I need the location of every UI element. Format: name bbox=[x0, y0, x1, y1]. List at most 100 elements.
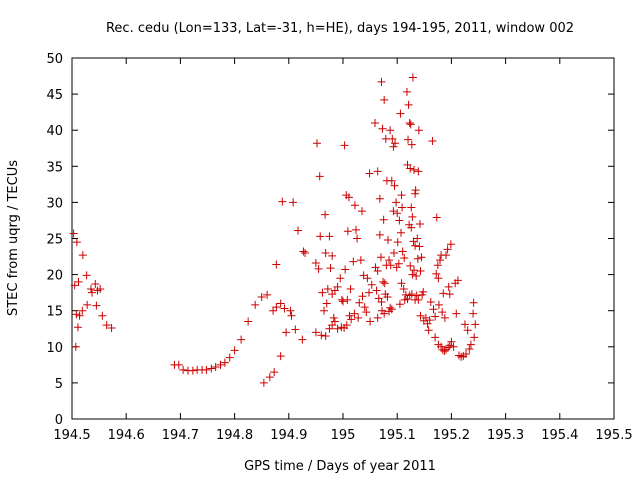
x-tick-label: 195 bbox=[331, 428, 356, 443]
data-point-marker bbox=[342, 321, 351, 330]
data-point-marker bbox=[463, 326, 472, 335]
data-point-marker bbox=[311, 259, 320, 268]
data-point-marker bbox=[460, 320, 469, 329]
data-point-marker bbox=[387, 305, 396, 314]
y-tick-label: 35 bbox=[46, 160, 63, 175]
data-point-marker bbox=[380, 309, 389, 318]
data-point-marker bbox=[393, 238, 402, 247]
data-point-marker bbox=[276, 352, 285, 361]
data-point-marker bbox=[202, 365, 211, 374]
data-point-marker bbox=[353, 234, 362, 243]
data-point-marker bbox=[179, 365, 188, 374]
data-point-marker bbox=[357, 207, 366, 216]
data-point-marker bbox=[389, 142, 398, 151]
data-point-marker bbox=[366, 317, 375, 326]
data-point-marker bbox=[328, 251, 337, 260]
data-point-marker bbox=[318, 288, 327, 297]
data-point-marker bbox=[370, 118, 379, 127]
data-point-marker bbox=[429, 305, 438, 314]
data-point-marker bbox=[387, 176, 396, 185]
data-point-marker bbox=[407, 140, 416, 149]
data-point-marker bbox=[441, 251, 450, 260]
x-tick-label: 194.7 bbox=[162, 428, 199, 443]
data-point-marker bbox=[78, 306, 87, 315]
data-point-marker bbox=[428, 137, 437, 146]
data-point-marker bbox=[341, 265, 350, 274]
data-point-marker bbox=[453, 276, 462, 285]
data-point-marker bbox=[447, 337, 456, 346]
data-point-marker bbox=[415, 220, 424, 229]
data-point-marker bbox=[317, 331, 326, 340]
data-point-marker bbox=[405, 291, 414, 300]
data-point-marker bbox=[311, 328, 320, 337]
data-point-marker bbox=[399, 285, 408, 294]
data-point-marker bbox=[70, 281, 79, 290]
data-point-marker bbox=[401, 290, 410, 299]
data-point-marker bbox=[315, 172, 324, 181]
data-point-marker bbox=[404, 135, 413, 144]
data-point-marker bbox=[321, 331, 330, 340]
data-point-marker bbox=[98, 311, 107, 320]
data-point-marker bbox=[410, 266, 419, 275]
data-point-marker bbox=[278, 197, 287, 206]
data-point-marker bbox=[462, 350, 471, 359]
data-point-marker bbox=[344, 193, 353, 202]
data-point-marker bbox=[91, 279, 100, 288]
data-point-marker bbox=[379, 277, 388, 286]
data-point-marker bbox=[78, 251, 87, 260]
data-point-marker bbox=[434, 274, 443, 283]
data-point-marker bbox=[434, 300, 443, 309]
data-point-marker bbox=[174, 360, 183, 369]
data-point-marker bbox=[225, 353, 234, 362]
data-point-marker bbox=[386, 303, 395, 312]
data-point-marker bbox=[383, 292, 392, 301]
data-point-marker bbox=[406, 120, 415, 129]
data-point-marker bbox=[299, 247, 308, 256]
data-point-marker bbox=[413, 254, 422, 263]
data-point-marker bbox=[346, 285, 355, 294]
data-point-marker bbox=[398, 247, 407, 256]
data-point-marker bbox=[325, 232, 334, 241]
data-point-marker bbox=[413, 234, 422, 243]
data-point-marker bbox=[421, 313, 430, 322]
data-point-marker bbox=[411, 189, 420, 198]
data-point-marker bbox=[417, 253, 426, 262]
data-point-marker bbox=[72, 238, 81, 247]
data-point-marker bbox=[74, 277, 83, 286]
data-point-marker bbox=[220, 358, 229, 367]
x-tick-label: 194.8 bbox=[216, 428, 253, 443]
data-point-marker bbox=[96, 285, 105, 294]
y-tick-label: 25 bbox=[46, 233, 63, 248]
data-point-marker bbox=[86, 285, 95, 294]
data-point-marker bbox=[392, 198, 401, 207]
data-point-marker bbox=[391, 139, 400, 148]
data-point-marker bbox=[301, 248, 310, 257]
data-point-marker bbox=[445, 341, 454, 350]
data-point-marker bbox=[396, 109, 405, 118]
data-point-marker bbox=[389, 207, 398, 216]
data-point-marker bbox=[416, 266, 425, 275]
data-point-marker bbox=[343, 295, 352, 304]
data-point-marker bbox=[411, 295, 420, 304]
y-tick-label: 5 bbox=[55, 377, 63, 392]
data-point-marker bbox=[393, 209, 402, 218]
data-point-marker bbox=[440, 347, 449, 356]
data-point-marker bbox=[216, 360, 225, 369]
data-point-marker bbox=[396, 228, 405, 237]
data-point-marker bbox=[365, 288, 374, 297]
data-point-marker bbox=[345, 311, 354, 320]
data-point-marker bbox=[444, 282, 453, 291]
data-point-marker bbox=[360, 303, 369, 312]
data-point-marker bbox=[385, 256, 394, 265]
data-point-marker bbox=[404, 100, 413, 109]
data-point-marker bbox=[363, 274, 372, 283]
data-point-marker bbox=[320, 306, 329, 315]
chart-title: Rec. cedu (Lon=133, Lat=-31, h=HE), days… bbox=[106, 21, 574, 36]
data-points bbox=[69, 73, 480, 387]
data-point-marker bbox=[438, 308, 447, 317]
data-point-marker bbox=[439, 289, 448, 298]
data-point-marker bbox=[71, 342, 80, 351]
data-point-marker bbox=[407, 223, 416, 232]
x-tick-label: 195.1 bbox=[379, 428, 416, 443]
data-point-marker bbox=[389, 248, 398, 257]
